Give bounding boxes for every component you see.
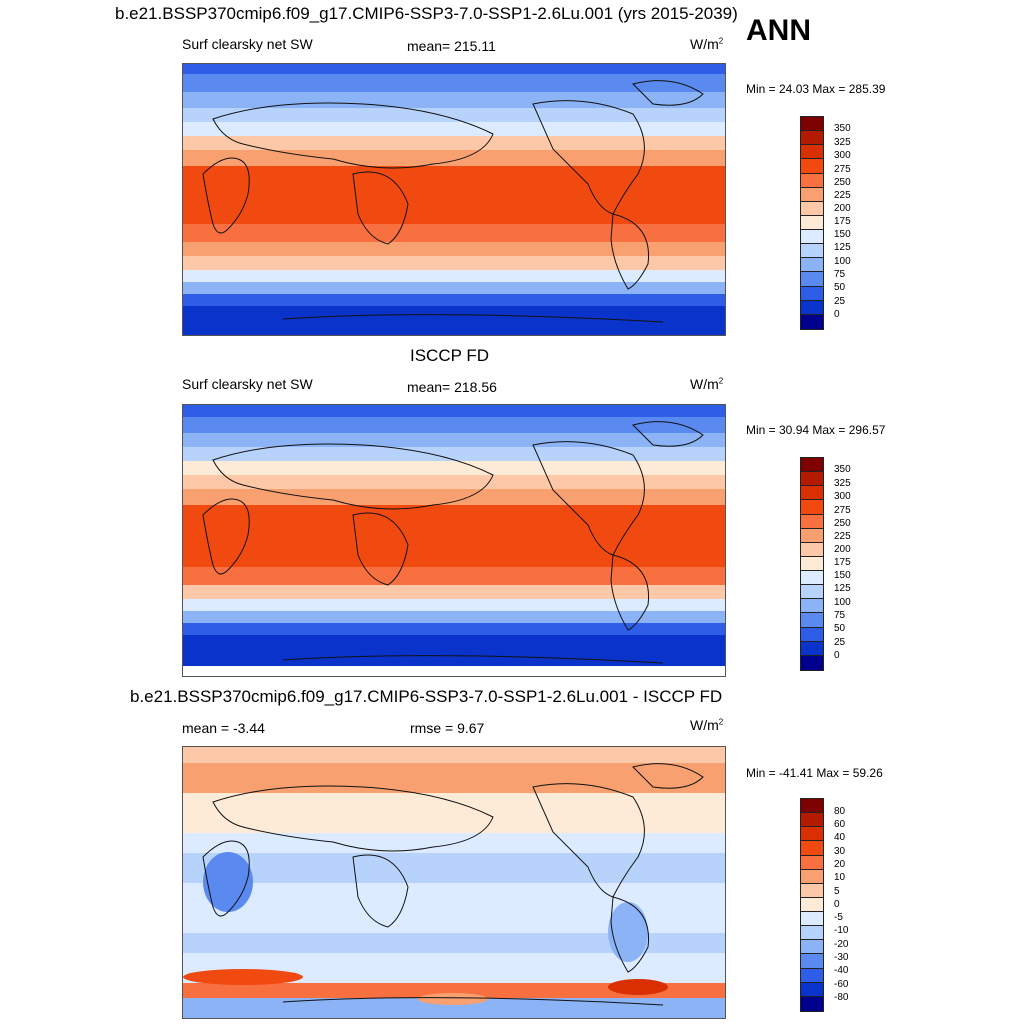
colorbar-tick: -10 [834,925,849,936]
panel1-minmax: Min = 24.03 Max = 285.39 [746,82,886,96]
colorbar-tick: 275 [834,505,851,516]
colorbar-tick: 225 [834,531,851,542]
colorbar-tick: 25 [834,296,846,307]
colorbar-tick: 25 [834,637,846,648]
colorbar-tick: 80 [834,806,846,817]
panel1-units: W/m2 [690,36,724,52]
colorbar-tick: 275 [834,164,851,175]
colorbar-tick: 50 [834,623,846,634]
panel1-coastlines [202,80,704,323]
colorbar-tick: 5 [834,886,840,897]
colorbar-tick: -20 [834,939,849,950]
colorbar-tick: 150 [834,570,851,581]
panel2-units: W/m2 [690,376,724,392]
colorbar-tick: 250 [834,177,851,188]
colorbar-tick: 350 [834,464,851,475]
panel1-mean: mean= 215.11 [407,38,496,54]
colorbar-tick: 0 [834,650,840,661]
colorbar-tick: 325 [834,478,851,489]
colorbar-tick: 125 [834,242,851,253]
colorbar-tick: 200 [834,203,851,214]
colorbar-tick: 300 [834,491,851,502]
colorbar-tick: 50 [834,282,846,293]
panel2-mean: mean= 218.56 [407,379,497,395]
colorbar-tick: 10 [834,872,846,883]
colorbar-tick: 175 [834,557,851,568]
colorbar-tick: 0 [834,899,840,910]
colorbar-tick: -80 [834,992,849,1003]
colorbar-tick: 200 [834,544,851,555]
season-label: ANN [746,14,811,47]
colorbar-tick: 350 [834,123,851,134]
colorbar-tick: -60 [834,979,849,990]
panel3-rmse: rmse = 9.67 [410,720,485,736]
figure-title: b.e21.BSSP370cmip6.f09_g17.CMIP6-SSP3-7.… [115,4,738,23]
panel1-variable: Surf clearsky net SW [182,36,313,52]
colorbar-tick: 40 [834,832,846,843]
colorbar-tick: 100 [834,256,851,267]
panel2-colorbar [800,457,824,671]
colorbar-tick: 150 [834,229,851,240]
panel3-colorbar [800,798,824,1012]
panel1-map [182,63,726,336]
colorbar-tick: 225 [834,190,851,201]
colorbar-tick: 125 [834,583,851,594]
colorbar-tick: 175 [834,216,851,227]
colorbar-tick: 100 [834,597,851,608]
panel2-coastlines [202,421,704,664]
colorbar-tick: -40 [834,965,849,976]
panel1-colorbar [800,116,824,330]
panel3-units: W/m2 [690,717,724,733]
colorbar-tick: 300 [834,150,851,161]
panel3-map [182,746,726,1019]
colorbar-tick: 75 [834,269,846,280]
panel3-title: b.e21.BSSP370cmip6.f09_g17.CMIP6-SSP3-7.… [130,687,723,706]
colorbar-tick: -5 [834,912,843,923]
panel2-minmax: Min = 30.94 Max = 296.57 [746,423,886,437]
colorbar-tick: 60 [834,819,846,830]
colorbar-tick: 0 [834,309,840,320]
colorbar-tick: -30 [834,952,849,963]
colorbar-tick: 325 [834,137,851,148]
colorbar-tick: 250 [834,518,851,529]
panel3-mean: mean = -3.44 [182,720,265,736]
panel2-map [182,404,726,677]
panel3-minmax: Min = -41.41 Max = 59.26 [746,766,883,780]
colorbar-tick: 30 [834,846,846,857]
panel2-title: ISCCP FD [410,346,490,365]
panel3-coastlines [183,763,704,1006]
panel2-variable: Surf clearsky net SW [182,376,313,392]
colorbar-tick: 20 [834,859,846,870]
colorbar-tick: 75 [834,610,846,621]
